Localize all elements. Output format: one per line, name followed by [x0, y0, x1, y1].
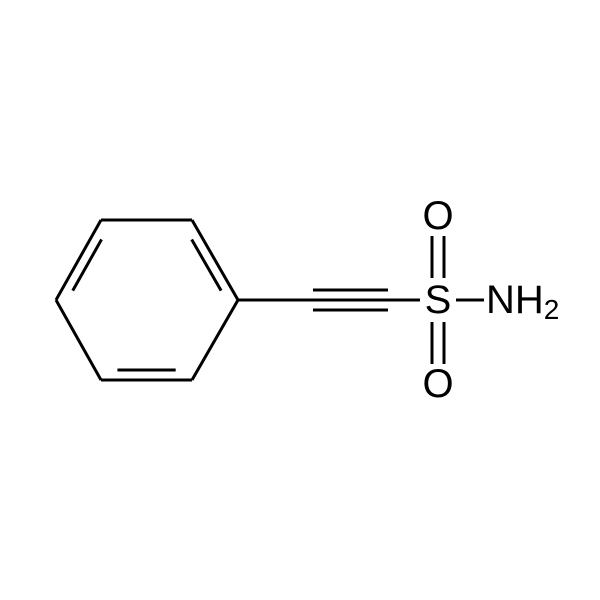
atom-label: O	[422, 362, 453, 406]
bond	[192, 220, 238, 300]
bond	[56, 300, 101, 380]
atom-label: NH2	[486, 278, 559, 324]
atom-label: S	[425, 278, 452, 322]
bond	[56, 220, 101, 300]
bond	[192, 300, 238, 380]
molecule-diagram: SO O NH2	[0, 0, 600, 600]
atom-label: O	[422, 194, 453, 238]
